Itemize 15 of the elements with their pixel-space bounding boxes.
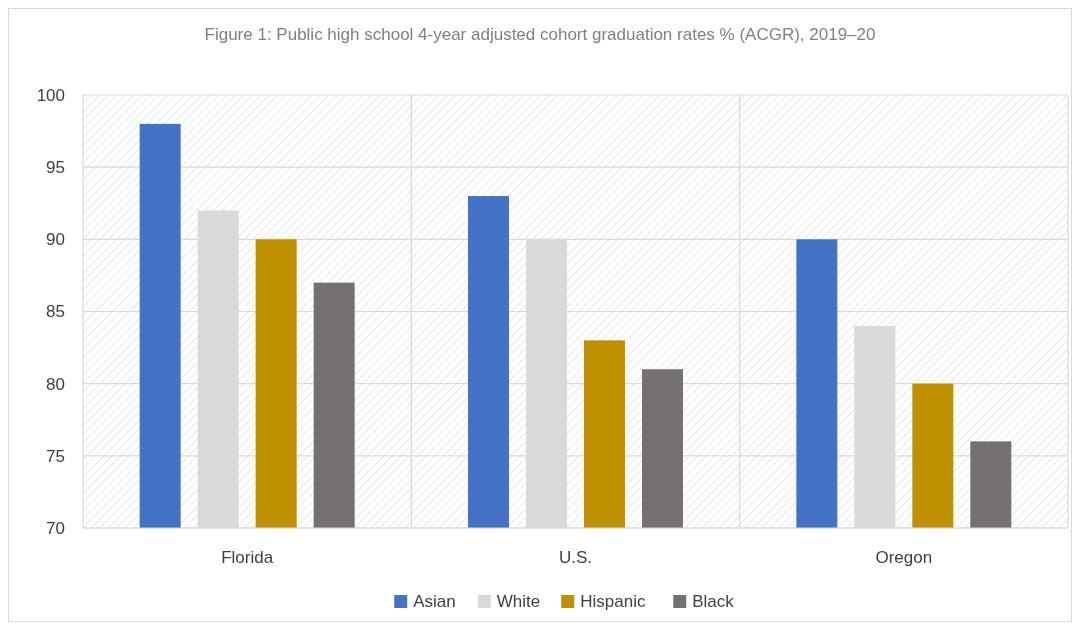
y-tick-label: 85 [46,302,65,322]
legend-label: White [496,592,541,611]
x-tick-label: U.S. [558,548,593,567]
y-tick-label: 95 [46,158,65,178]
legend-label: Black [692,592,735,611]
chart-title: Figure 1: Public high school 4-year adjusted cohort graduation rates % (ACGR), 2019–20 [204,25,876,44]
x-tick-label: Florida [221,548,274,567]
legend-label: Hispanic [580,592,646,611]
y-tick-label: 90 [46,230,65,250]
y-tick-label: 100 [36,85,65,105]
y-tick-label: 80 [46,374,65,394]
y-tick-label: 75 [46,446,65,466]
legend-label: Asian [413,592,456,611]
x-tick-label: Oregon [875,548,933,567]
y-tick-label: 70 [46,518,65,538]
